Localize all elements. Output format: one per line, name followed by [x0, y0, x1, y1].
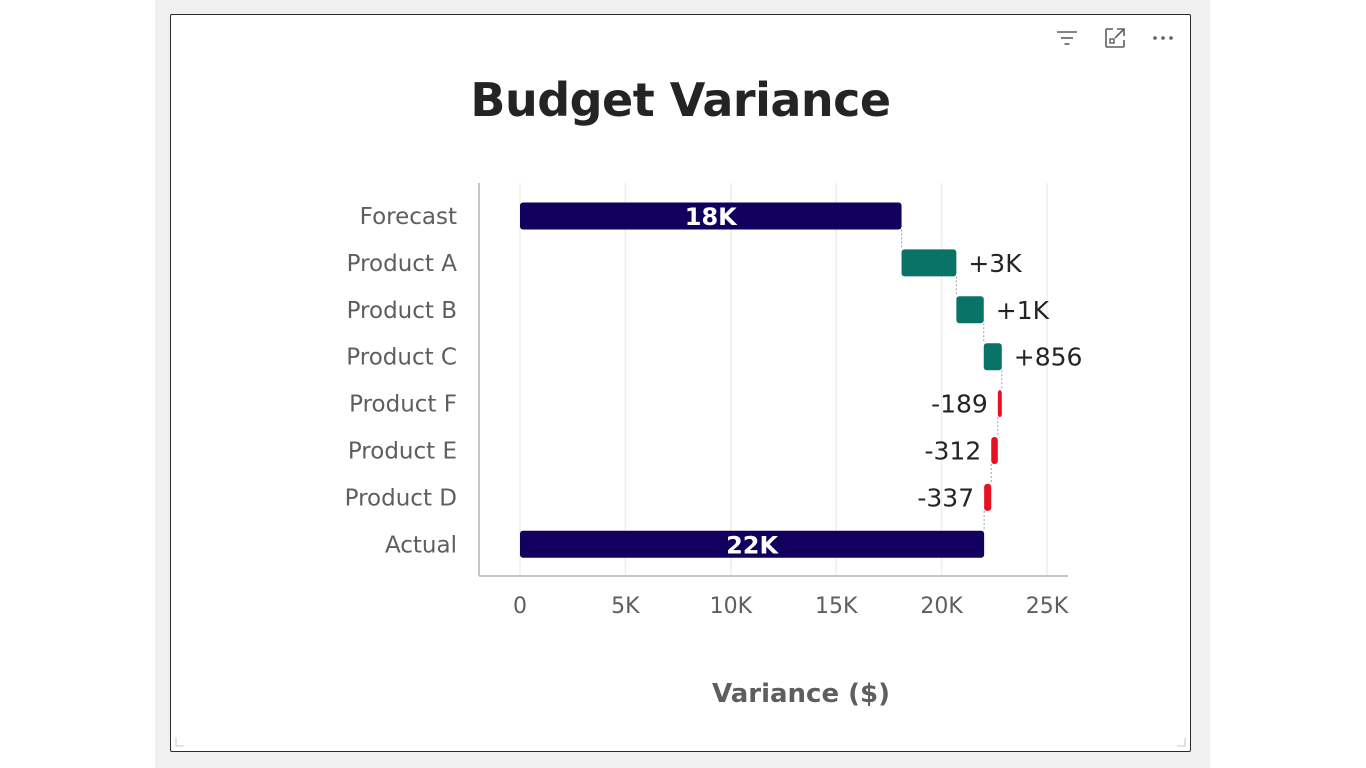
bar-product-f	[997, 390, 1002, 418]
bar-product-d	[984, 483, 992, 511]
more-options-icon[interactable]	[1150, 25, 1176, 51]
bar-product-a	[901, 249, 957, 277]
x-tick-label: 15K	[815, 594, 858, 619]
data-label: -312	[924, 437, 981, 466]
x-tick-label: 25K	[1026, 594, 1069, 619]
resize-handle-bottom-right[interactable]	[1176, 737, 1186, 747]
category-label: Forecast	[360, 204, 457, 230]
bar-product-e	[991, 437, 998, 464]
chart-title: Budget Variance	[470, 73, 891, 127]
data-label: 18K	[685, 203, 738, 231]
category-label: Actual	[385, 532, 457, 558]
data-label: -189	[931, 390, 988, 419]
bar-forecast	[520, 202, 902, 230]
category-label: Product A	[347, 251, 458, 277]
data-label: -337	[917, 483, 974, 512]
category-label: Product E	[348, 439, 457, 465]
x-axis-title: Variance ($)	[712, 679, 890, 709]
bar-product-c	[983, 343, 1002, 371]
category-label: Product B	[347, 298, 457, 324]
waterfall-visual[interactable]: Budget Variance Variance ($)	[170, 14, 1191, 752]
data-label: +856	[1014, 343, 1083, 372]
category-label: Product C	[346, 345, 457, 371]
focus-mode-icon[interactable]	[1102, 25, 1128, 51]
data-label: 22K	[726, 531, 779, 559]
bar-actual	[520, 530, 985, 558]
category-label: Product D	[345, 485, 457, 511]
visual-header	[1054, 25, 1176, 51]
x-tick-label: 20K	[920, 594, 963, 619]
x-tick-label: 10K	[710, 594, 753, 619]
category-label: Product F	[349, 392, 457, 418]
x-tick-label: 0	[513, 594, 527, 619]
x-tick-label: 5K	[611, 594, 640, 619]
data-label: +3K	[968, 249, 1022, 278]
filter-icon[interactable]	[1054, 25, 1080, 51]
resize-handle-bottom-left[interactable]	[175, 737, 185, 747]
bar-product-b	[956, 296, 984, 324]
data-label: +1K	[996, 296, 1050, 325]
